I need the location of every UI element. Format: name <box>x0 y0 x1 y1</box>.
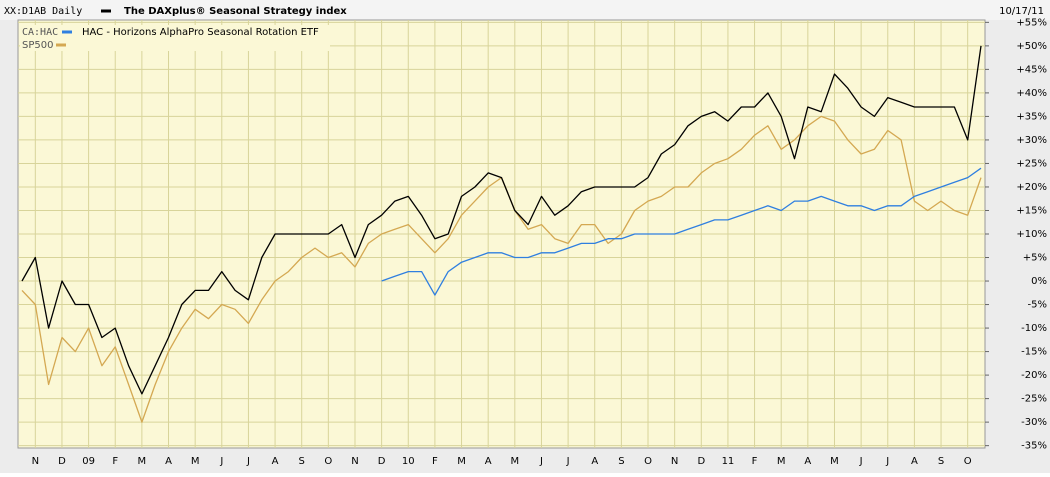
y-tick-label: +10% <box>1016 229 1047 240</box>
x-tick-label: A <box>591 456 598 467</box>
x-tick-label: J <box>246 456 250 467</box>
y-tick-label: +25% <box>1016 158 1047 169</box>
x-tick-label: A <box>165 456 172 467</box>
x-tick-label: 11 <box>722 456 735 467</box>
y-tick-label: +50% <box>1016 41 1047 52</box>
x-tick-label: O <box>964 456 972 467</box>
y-tick-label: 0% <box>1031 276 1047 287</box>
x-tick-label: O <box>644 456 652 467</box>
x-tick-label: S <box>299 456 305 467</box>
x-tick-label: D <box>378 456 386 467</box>
y-tick-label: -20% <box>1021 370 1047 381</box>
x-tick-label: A <box>272 456 279 467</box>
x-tick-label: N <box>671 456 678 467</box>
x-tick-label: 09 <box>82 456 95 467</box>
y-tick-label: -30% <box>1021 417 1047 428</box>
symbol: XX:D1AB Daily <box>4 6 82 17</box>
series-lines <box>21 45 982 423</box>
x-tick-label: O <box>324 456 332 467</box>
legend-box <box>20 25 330 51</box>
x-tick-label: J <box>859 456 863 467</box>
x-tick-label: A <box>804 456 811 467</box>
x-tick-label: 10 <box>402 456 415 467</box>
legend-symbol: CA:HAC <box>22 27 58 38</box>
x-tick-label: J <box>539 456 543 467</box>
grid <box>18 20 985 448</box>
x-tick-label: M <box>138 456 147 467</box>
y-tick-label: -35% <box>1021 441 1047 452</box>
legend-label: SP500 <box>22 40 53 51</box>
x-tick-label: D <box>697 456 705 467</box>
y-tick-label: +20% <box>1016 182 1047 193</box>
y-tick-label: +40% <box>1016 88 1047 99</box>
header-bar <box>0 0 1050 20</box>
x-tick-label: M <box>830 456 839 467</box>
y-tick-label: +15% <box>1016 205 1047 216</box>
x-tick-label: S <box>618 456 624 467</box>
y-tick-label: +5% <box>1023 253 1047 264</box>
x-tick-label: F <box>432 456 438 467</box>
y-tick-label: +45% <box>1016 64 1047 75</box>
chart-title: The DAXplus® Seasonal Strategy index <box>124 6 347 17</box>
x-tick-label: N <box>32 456 39 467</box>
x-tick-label: N <box>351 456 358 467</box>
x-tick-label: D <box>58 456 66 467</box>
x-tick-label: A <box>911 456 918 467</box>
date: 10/17/11 <box>999 6 1044 17</box>
x-tick-label: M <box>457 456 466 467</box>
y-tick-label: -5% <box>1028 300 1047 311</box>
x-tick-label: J <box>885 456 889 467</box>
legend-label: HAC - Horizons AlphaPro Seasonal Rotatio… <box>82 27 319 38</box>
series-line <box>381 167 982 296</box>
y-tick-label: +30% <box>1016 135 1047 146</box>
y-tick-label: -25% <box>1021 394 1047 405</box>
x-tick-label: S <box>938 456 944 467</box>
y-tick-label: -15% <box>1021 347 1047 358</box>
x-tick-label: J <box>566 456 570 467</box>
x-tick-label: M <box>777 456 786 467</box>
x-tick-label: F <box>752 456 758 467</box>
y-tick-label: +55% <box>1016 17 1047 28</box>
x-tick-label: A <box>485 456 492 467</box>
series-line <box>21 45 982 395</box>
x-tick-label: M <box>191 456 200 467</box>
x-tick-label: M <box>510 456 519 467</box>
x-tick-label: J <box>219 456 223 467</box>
y-tick-label: -10% <box>1021 323 1047 334</box>
x-tick-label: F <box>112 456 118 467</box>
y-tick-label: +35% <box>1016 111 1047 122</box>
